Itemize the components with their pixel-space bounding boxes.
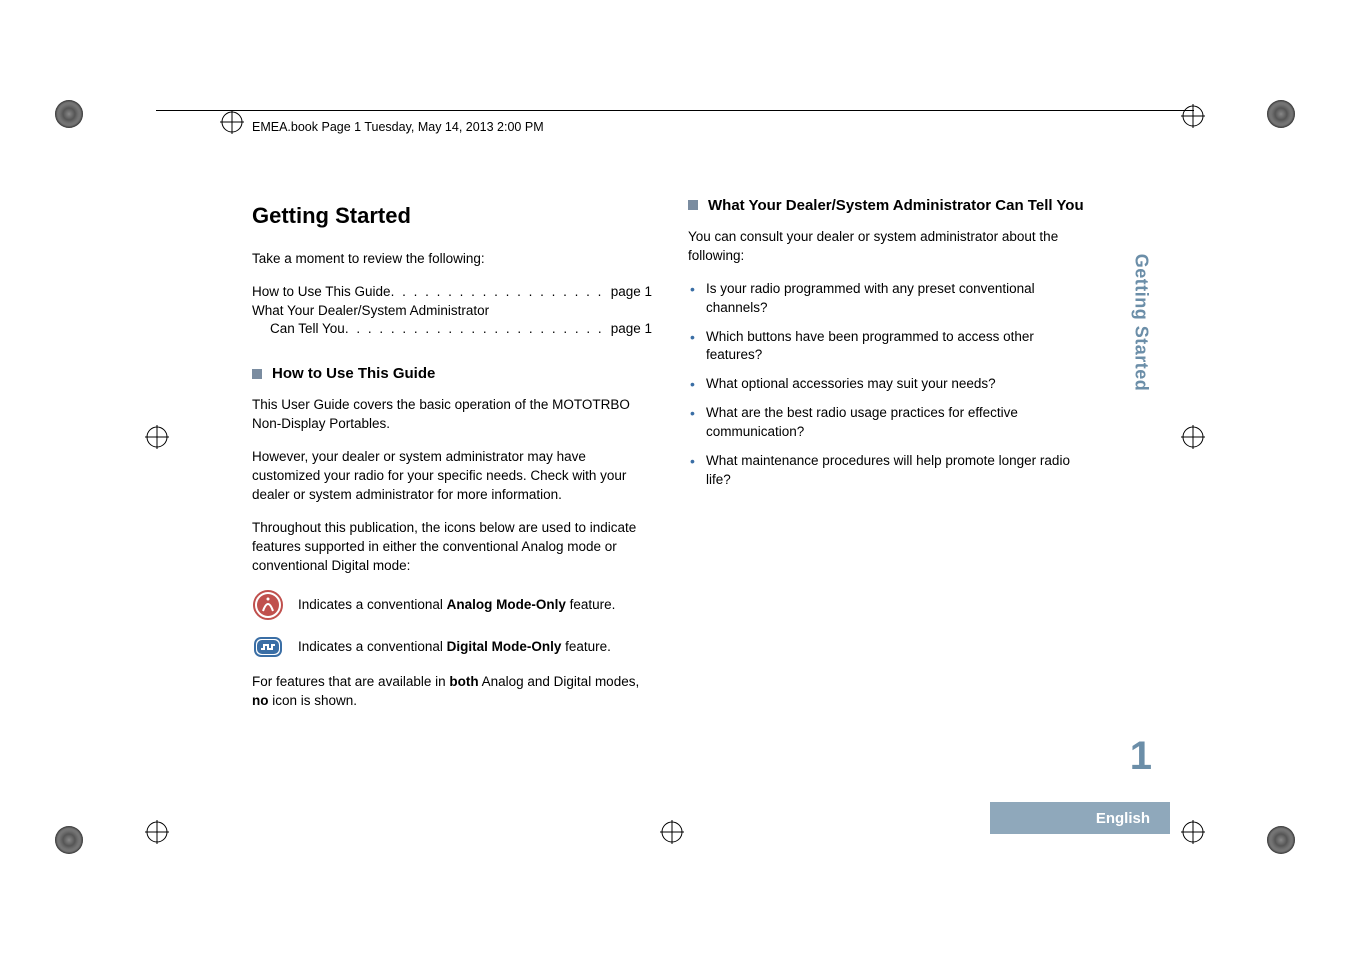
- registration-mark-icon: [1181, 425, 1205, 449]
- framemaker-icon: [220, 110, 244, 134]
- body-text: For features that are available in both …: [252, 673, 652, 711]
- language-tab: English: [990, 802, 1170, 834]
- list-item: What are the best radio usage practices …: [688, 404, 1088, 442]
- registration-mark-icon: [1181, 104, 1205, 128]
- crop-mark-icon: [1267, 100, 1295, 128]
- list-item: Is your radio programmed with any preset…: [688, 280, 1088, 318]
- header-rule: [156, 110, 1194, 111]
- registration-mark-icon: [145, 425, 169, 449]
- section-title: What Your Dealer/System Administrator Ca…: [708, 195, 1084, 216]
- crop-mark-icon: [55, 100, 83, 128]
- page-number: 1: [1130, 734, 1152, 779]
- right-column: What Your Dealer/System Administrator Ca…: [688, 195, 1088, 500]
- list-item: What optional accessories may suit your …: [688, 375, 1088, 394]
- analog-mode-icon: [252, 589, 284, 621]
- list-item: Which buttons have been programmed to ac…: [688, 328, 1088, 366]
- analog-mode-row: Indicates a conventional Analog Mode-Onl…: [252, 589, 652, 621]
- section-title: How to Use This Guide: [272, 363, 435, 384]
- digital-mode-text: Indicates a conventional Digital Mode-On…: [298, 638, 611, 657]
- mini-toc: How to Use This Guide. . . . . . . . . .…: [252, 283, 652, 340]
- section-square-icon: [252, 369, 262, 379]
- toc-entry: What Your Dealer/System Administrator: [252, 302, 652, 321]
- toc-entry: Can Tell You. . . . . . . . . . . . . . …: [252, 320, 652, 339]
- side-tab-label: Getting Started: [1131, 254, 1152, 392]
- section-square-icon: [688, 200, 698, 210]
- bullet-list: Is your radio programmed with any preset…: [688, 280, 1088, 490]
- crop-mark-icon: [55, 826, 83, 854]
- chapter-title: Getting Started: [252, 201, 652, 232]
- toc-entry: How to Use This Guide. . . . . . . . . .…: [252, 283, 652, 302]
- digital-mode-row: Indicates a conventional Digital Mode-On…: [252, 631, 652, 663]
- crop-mark-icon: [1267, 826, 1295, 854]
- body-text: However, your dealer or system administr…: [252, 448, 652, 505]
- chapter-rule-icon: ■ ■ ■ ■ ■ ■ ■ ■ ■ ■ ■ ■ ■ ■ ■ ■ ■ ■ ■ ■ …: [252, 195, 652, 199]
- registration-mark-icon: [660, 820, 684, 844]
- left-column: ■ ■ ■ ■ ■ ■ ■ ■ ■ ■ ■ ■ ■ ■ ■ ■ ■ ■ ■ ■ …: [252, 195, 652, 725]
- language-label: English: [1096, 810, 1150, 827]
- running-head: EMEA.book Page 1 Tuesday, May 14, 2013 2…: [252, 120, 544, 134]
- digital-mode-icon: [252, 631, 284, 663]
- list-item: What maintenance procedures will help pr…: [688, 452, 1088, 490]
- side-tab: Getting Started: [1127, 240, 1155, 405]
- body-text: Throughout this publication, the icons b…: [252, 519, 652, 576]
- section-heading-how-to-use: How to Use This Guide: [252, 363, 652, 384]
- registration-mark-icon: [145, 820, 169, 844]
- section-heading-dealer: What Your Dealer/System Administrator Ca…: [688, 195, 1088, 216]
- intro-text: Take a moment to review the following:: [252, 250, 652, 269]
- analog-mode-text: Indicates a conventional Analog Mode-Onl…: [298, 596, 615, 615]
- body-text: This User Guide covers the basic operati…: [252, 396, 652, 434]
- registration-mark-icon: [1181, 820, 1205, 844]
- body-text: You can consult your dealer or system ad…: [688, 228, 1088, 266]
